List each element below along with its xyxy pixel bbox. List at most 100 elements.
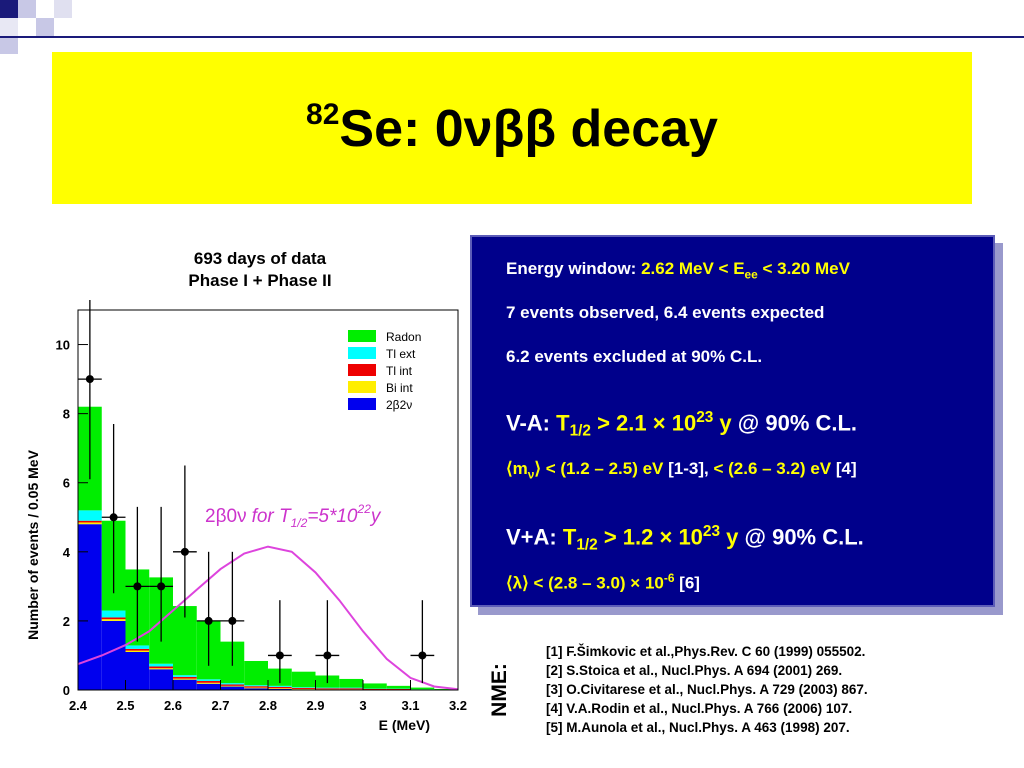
vpa-cl: @ 90% C.L. [738, 524, 864, 550]
bar-tl-ext [220, 683, 245, 685]
bar-radon [434, 688, 458, 690]
corner-square [0, 36, 18, 54]
va-exp: 23 [696, 409, 714, 426]
bar-tl-int [315, 688, 340, 690]
chart-axes: 2.4 2.5 2.6 2.7 2.8 2.9 3 3.1 3.2 0 2 4 6 8 10 [56, 309, 467, 713]
bar-tl-int [149, 666, 173, 669]
corner-square [0, 0, 18, 18]
reference-item: [2] S.Stoica et al., Nucl.Phys. A 694 (2… [546, 663, 843, 678]
signal-label-for: for T [252, 506, 292, 527]
data-point [157, 582, 166, 591]
chart-legend: Radon Tl ext Tl int Bi int 2β2ν [348, 330, 421, 412]
bar-2β2ν [220, 686, 245, 690]
bar-tl-ext [149, 663, 173, 667]
y-tick-label: 10 [56, 338, 70, 353]
mnu-value2: < (2.6 – 3.2) eV [713, 459, 832, 478]
legend-label: Bi int [386, 381, 413, 395]
bar-tl-ext [196, 679, 221, 682]
bar-tl-ext [244, 685, 268, 687]
va-t: T [556, 410, 570, 436]
data-point [133, 582, 142, 591]
bar-tl-int [101, 617, 126, 620]
bar-tl-int [78, 520, 102, 523]
bar-tl-int [125, 648, 150, 651]
vpa-unit: y [720, 524, 739, 550]
bar-tl-ext [125, 645, 150, 649]
y-tick-label: 6 [63, 476, 70, 491]
nme-label: NME: [488, 663, 511, 717]
histogram-bars [78, 406, 458, 690]
reference-item: [4] V.A.Rodin et al., Nucl.Phys. A 766 (… [546, 701, 853, 716]
bar-2β2ν [78, 524, 102, 690]
data-point [228, 616, 237, 625]
bar-tl-ext [78, 510, 102, 521]
bar-radon [339, 678, 363, 688]
vpa-label: V+A: [506, 524, 563, 550]
x-tick-label: 2.9 [306, 698, 324, 713]
bar-tl-int [363, 688, 387, 690]
bar-tl-int [173, 676, 197, 679]
legend-swatch [348, 381, 376, 393]
x-tick-label: 3 [359, 698, 366, 713]
reference-list: [1] F.Šimkovic et al.,Phys.Rev. C 60 (19… [546, 642, 868, 737]
bar-radon [386, 685, 411, 689]
mnu-ref1: [1-3], [663, 459, 714, 478]
bar-bi-int [244, 687, 268, 689]
data-point [418, 651, 427, 660]
bar-tl-ext [268, 685, 292, 687]
signal-label-half: 1/2 [291, 516, 308, 530]
corner-square [0, 18, 18, 36]
title-banner: 82Se: 0νββ decay [52, 52, 972, 204]
bar-tl-int [291, 687, 316, 689]
bar-bi-int [220, 685, 245, 687]
bar-radon [244, 660, 268, 686]
legend-swatch [348, 330, 376, 342]
bar-2β2ν [244, 688, 268, 690]
reference-item: [1] F.Šimkovic et al.,Phys.Rev. C 60 (19… [546, 644, 866, 659]
corner-square [54, 0, 72, 18]
signal-curve-line [77, 545, 459, 691]
x-tick-label: 2.4 [69, 698, 88, 713]
chart-title-line2: Phase I + Phase II [188, 271, 332, 290]
legend-label: 2β2ν [386, 398, 412, 412]
signal-label-prefix: 2β0ν [205, 506, 247, 527]
bar-tl-int [386, 688, 411, 690]
vpa-limit-line: V+A: T1/2 > 1.2 × 1023 y @ 90% C.L. [506, 523, 864, 555]
bar-tl-ext [339, 687, 363, 689]
legend-label: Radon [386, 330, 421, 344]
slide-title: 82Se: 0νββ decay [306, 98, 718, 159]
bar-bi-int [196, 682, 221, 684]
reference-item: [3] O.Civitarese et al., Nucl.Phys. A 72… [546, 682, 868, 697]
va-label: V-A: [506, 410, 557, 436]
mnu-open: ⟨m [506, 459, 528, 478]
legend-swatch [348, 398, 376, 410]
legend-swatch [348, 364, 376, 376]
lambda-value: ⟨λ⟩ < (2.8 – 3.0) × 10 [506, 573, 664, 593]
bar-tl-ext [315, 687, 340, 689]
x-tick-label: 3.2 [449, 698, 467, 713]
chart-title: 693 days of data Phase I + Phase II [150, 248, 370, 292]
vpa-value: > 1.2 × 10 [597, 524, 703, 550]
mnu-sub: ν [527, 467, 535, 482]
chart-title-line1: 693 days of data [193, 249, 327, 268]
bar-2β2ν [268, 688, 292, 690]
bar-2β2ν [125, 652, 150, 690]
bar-2β2ν [149, 669, 173, 690]
header-rule [0, 36, 1024, 38]
energy-window-line: Energy window: 2.62 MeV < Eee < 3.20 MeV [506, 259, 850, 281]
mnu-ref2: [4] [831, 459, 857, 478]
bar-radon [410, 687, 435, 690]
bar-2β2ν [196, 683, 221, 690]
signal-label: 2β0ν for T1/2=5*1022y [205, 502, 382, 530]
energy-window-value-a: 2.62 MeV < E [641, 259, 745, 278]
va-cl: @ 90% C.L. [731, 410, 858, 436]
bar-radon [173, 606, 197, 676]
corner-square [18, 0, 36, 18]
bar-tl-int [268, 686, 292, 689]
bar-2β2ν [101, 620, 126, 690]
energy-window-value-b: < 3.20 MeV [757, 259, 850, 278]
vpa-sub: 1/2 [576, 536, 598, 554]
y-tick-label: 0 [63, 683, 70, 698]
y-tick-label: 2 [63, 614, 70, 629]
data-point [109, 513, 118, 522]
